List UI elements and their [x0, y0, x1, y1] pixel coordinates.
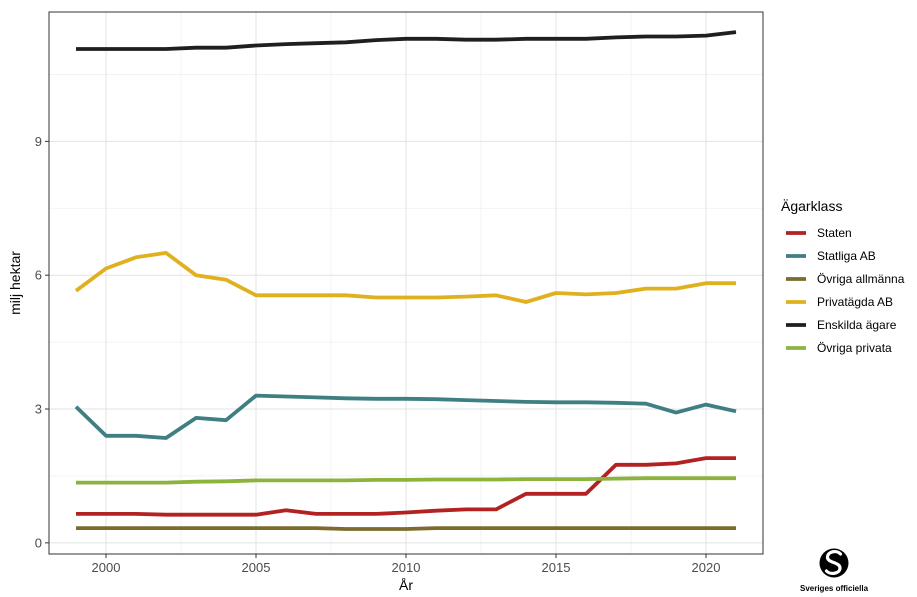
- series-line: [76, 30, 737, 51]
- y-axis-title: milj hektar: [7, 251, 23, 315]
- x-tick-label: 2000: [92, 560, 121, 575]
- legend-label: Staten: [817, 226, 852, 240]
- legend-label: Övriga privata: [817, 341, 892, 355]
- legend-items: Staten Statliga AB Övriga allmänna Privatäg…: [786, 226, 905, 355]
- x-tick-label: 2010: [392, 560, 421, 575]
- x-tick-label: 2020: [692, 560, 721, 575]
- legend-title: Ägarklass: [781, 198, 842, 214]
- series-line: [76, 476, 736, 485]
- series-lines: [74, 30, 737, 531]
- legend-label: Övriga allmänna: [817, 272, 905, 286]
- major-gridlines: [49, 12, 763, 554]
- x-axis-title: År: [399, 577, 413, 593]
- series-line: [74, 250, 736, 304]
- y-tick-label: 9: [35, 134, 42, 149]
- legend: Ägarklass Staten Statliga AB Övriga allmän…: [781, 198, 905, 355]
- x-tick-label: 2015: [542, 560, 571, 575]
- legend-label: Privatägda AB: [817, 295, 893, 309]
- legend-label: Enskilda ägare: [817, 318, 897, 332]
- series-line: [76, 526, 736, 531]
- logo-text: Sveriges officiella: [800, 584, 869, 593]
- series-line: [76, 456, 736, 517]
- y-tick-label: 0: [35, 535, 42, 550]
- y-tick-label: 3: [35, 402, 42, 417]
- axis-ticks: [45, 140, 707, 558]
- y-tick-label: 6: [35, 268, 42, 283]
- sveriges-officiella-logo: Sveriges officiella: [800, 548, 869, 593]
- legend-label: Statliga AB: [817, 249, 876, 263]
- series-line: [74, 393, 737, 440]
- x-tick-label: 2005: [242, 560, 271, 575]
- logo-s-mark-icon: [824, 550, 843, 575]
- axis-tick-labels: 2000 2005 2010 2015 2020 0 3 6 9: [35, 134, 721, 575]
